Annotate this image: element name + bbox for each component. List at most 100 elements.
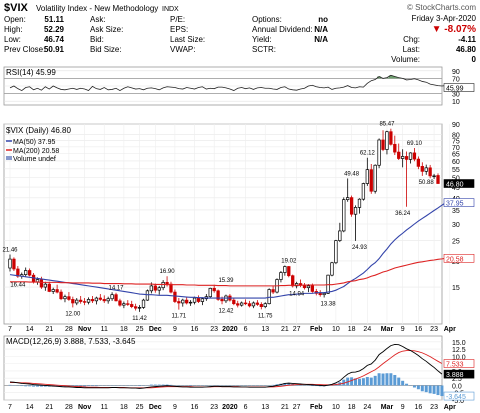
quote-value: no [318, 15, 328, 24]
candle-body [432, 175, 436, 178]
price-annotation: 13.38 [321, 301, 337, 307]
candle-body [35, 279, 40, 283]
macd-x-tick-label: Nov [78, 404, 91, 411]
macd-histogram-bar [420, 385, 424, 392]
candle-body [173, 291, 177, 302]
macd-last-box [443, 369, 475, 379]
candle-body [436, 175, 440, 184]
macd-x-tick-label: 9 [401, 404, 405, 411]
rsi-title: RSI(14) 45.99 [6, 68, 56, 77]
macd-x-axis: 7 14 21 28 Nov 11 18 25 Dec 9 16 23 2020 6 13 21 27 Feb 10… [8, 404, 456, 411]
candle-body [389, 131, 393, 145]
price-annotation: 85.47 [379, 122, 395, 128]
macd-x-tick-label: 21 [281, 404, 289, 411]
candle-body [12, 258, 16, 270]
macd-x-tick-label: 6 [244, 404, 248, 411]
candle-body [346, 197, 350, 201]
macd-histogram-bar [381, 373, 385, 386]
price-x-tick-label: 23 [210, 326, 218, 333]
macd-histogram-bar [161, 384, 165, 386]
price-last-box [443, 198, 475, 207]
price-x-tick-label: 27 [293, 326, 301, 333]
quote-label: Last: [403, 45, 420, 54]
candle-body [161, 282, 165, 289]
candle-body [106, 298, 110, 302]
change-percent: ▼ -8.07% [432, 24, 476, 35]
price-tick-label: 75 [452, 139, 460, 146]
macd-histogram-bar [189, 385, 193, 387]
price-annotation: 21.46 [2, 247, 18, 253]
candle-body [86, 299, 91, 303]
macd-histogram-bar [28, 385, 32, 387]
candle-body [428, 167, 432, 177]
macd-last-label: 7.533 [446, 362, 464, 369]
price-last-label: 20.58 [446, 256, 464, 263]
ma50-legend: MA(50) 37.95 [13, 139, 56, 146]
price-tick-label: 60 [452, 159, 460, 166]
quote-label: P/E: [170, 15, 185, 24]
quote-label: Bid Size: [90, 45, 122, 54]
price-x-tick-label: 18 [120, 326, 128, 333]
macd-histogram-bar [342, 379, 346, 386]
macd-histogram-bar [369, 377, 373, 386]
macd-histogram-bar [416, 385, 420, 390]
price-x-tick-label: Feb [310, 326, 322, 333]
macd-x-tick-label: 2020 [222, 404, 238, 411]
price-annotation: 11.71 [172, 314, 187, 320]
price-x-tick-label: 23 [430, 326, 438, 333]
price-annotation: 11.75 [258, 313, 273, 319]
macd-x-tick-label: Feb [310, 404, 322, 411]
macd-x-tick-label: 16 [191, 404, 199, 411]
price-annotation: 12.42 [218, 308, 234, 314]
macd-tick-label: -5.0 [452, 398, 464, 405]
candle-body [220, 299, 224, 302]
price-x-tick-label: Dec [149, 326, 162, 333]
macd-panel: 15.012.510.07.55.02.50.0-2.5-5.07.5333.8… [3, 335, 475, 405]
candle-body [404, 156, 409, 160]
price-last-box [443, 179, 475, 188]
candle-body [247, 303, 252, 307]
macd-histogram-bar [153, 384, 157, 386]
candle-body [137, 307, 142, 309]
macd-x-tick-label: 10 [332, 404, 340, 411]
candle-body [381, 139, 385, 150]
macd-x-tick-label: Dec [149, 404, 162, 411]
candle-body [43, 283, 47, 288]
candle-body [287, 266, 291, 277]
price-title: $VIX (Daily) 46.80 [6, 126, 71, 135]
price-x-tick-label: 9 [401, 326, 405, 333]
quote-label: VWAP: [170, 45, 195, 54]
candle-body [271, 289, 275, 293]
price-legend: MA(50) 37.95 MA(200) 20.58 Volume undef [6, 139, 59, 163]
instrument-name: Volatility Index - New Methodology [36, 4, 158, 13]
candle-body [51, 289, 55, 292]
price-annotation: 12.00 [65, 311, 81, 317]
candle-body [318, 293, 322, 296]
rsi-last-label: 45.99 [446, 86, 464, 93]
candle-body [114, 294, 118, 302]
quote-label: Yield: [252, 35, 272, 44]
price-tick-label: 35 [452, 208, 460, 215]
macd-tick-label: 10.0 [452, 354, 466, 361]
macd-title: MACD(12,26,9) 3.888, 7.533, -3.645 [6, 337, 136, 346]
price-x-tick-label: 11 [101, 326, 108, 333]
price-x-tick-label: Nov [78, 326, 91, 333]
price-tick-label: 50 [452, 176, 460, 183]
macd-histogram-bar [287, 383, 291, 386]
macd-x-tick-label: 7 [8, 404, 12, 411]
candle-body [177, 301, 181, 304]
candle-body [134, 306, 138, 309]
price-x-tick-label: 2020 [222, 326, 238, 333]
rsi-line [9, 74, 462, 92]
quote-label: SCTR: [252, 45, 276, 54]
price-x-axis: 7 14 21 28 Nov 11 18 25 Dec 9 16 23 2020 6 13 21 27 Feb 10… [8, 326, 456, 333]
price-panel: 90807570656055504540353025201521.4616.44… [2, 122, 475, 325]
price-annotation: 11.42 [132, 316, 147, 322]
quote-label: Options: [252, 15, 282, 24]
macd-histogram-bar [393, 374, 397, 386]
price-x-tick-label: 21 [45, 326, 53, 333]
quote-label: Bid: [90, 35, 104, 44]
macd-x-tick-label: 18 [120, 404, 128, 411]
